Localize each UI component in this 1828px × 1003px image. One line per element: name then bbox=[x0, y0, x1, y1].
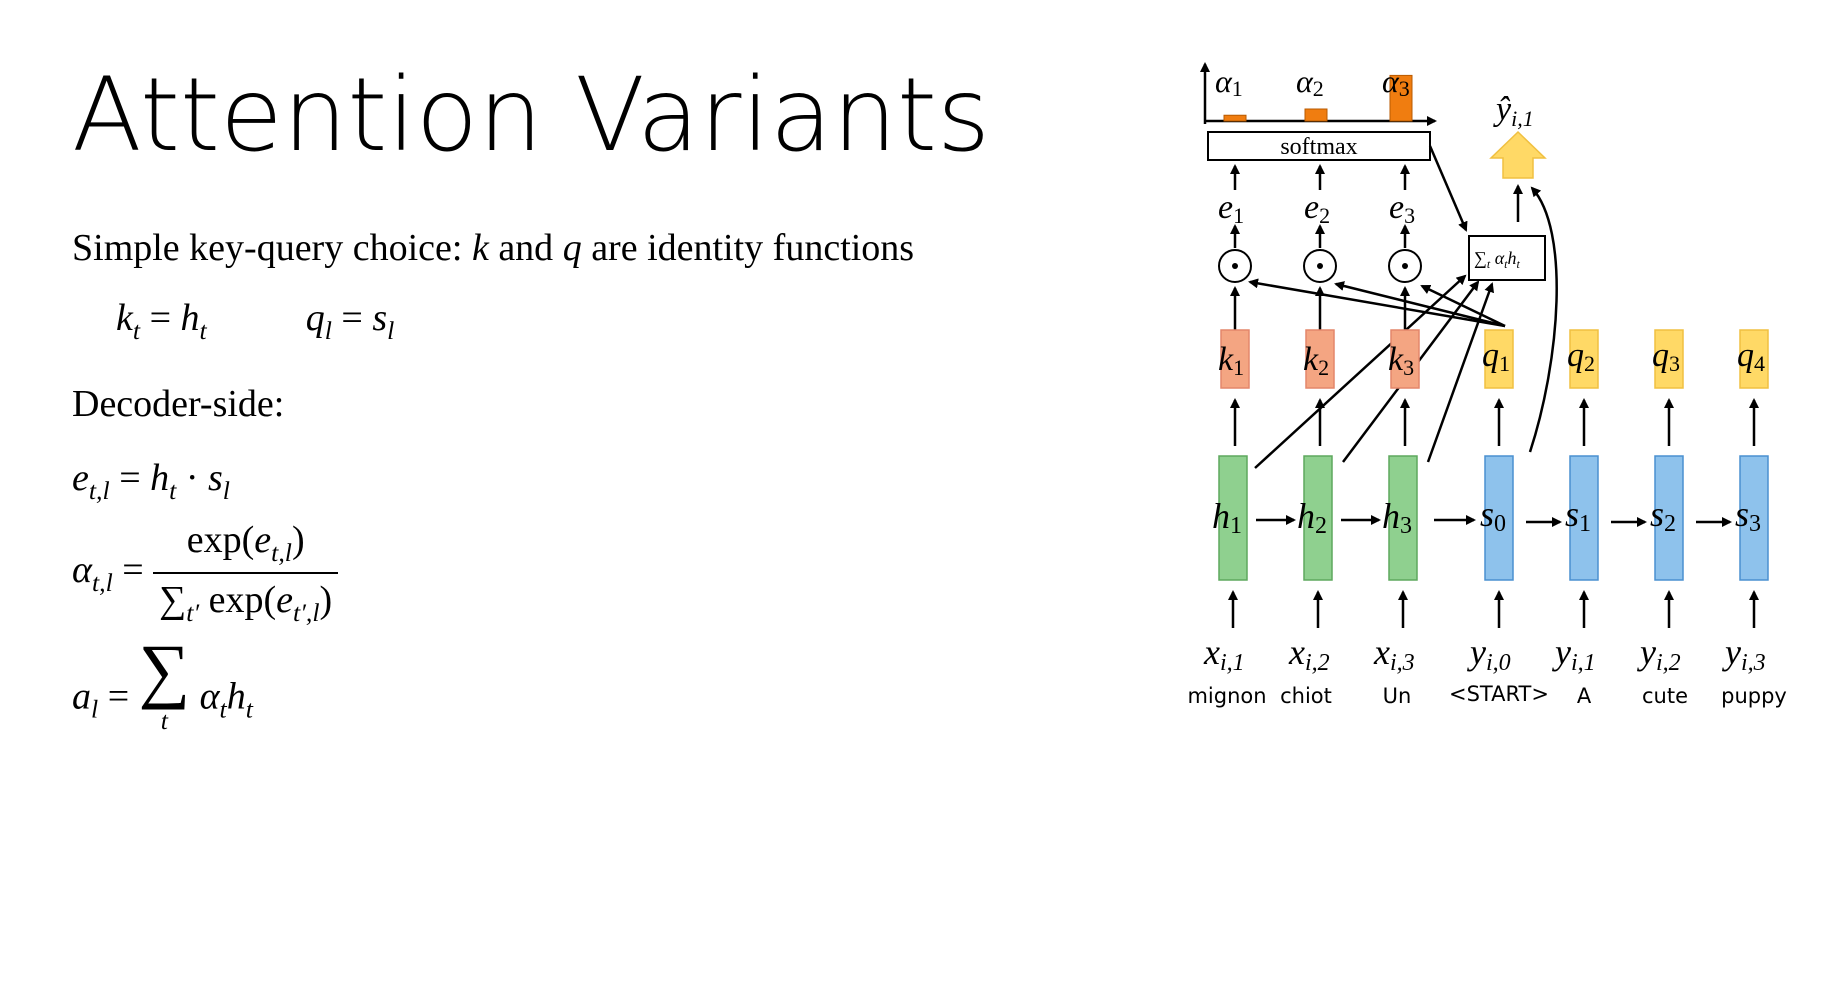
input-x-1: xi,1 bbox=[1203, 632, 1245, 676]
decoder-box-1 bbox=[1569, 455, 1599, 581]
softmax-equation: αt,l = exp(et,l) ∑t′ exp(et′,l) bbox=[72, 518, 339, 628]
key-label-3: k3 bbox=[1388, 341, 1414, 380]
query-box-1 bbox=[1484, 329, 1514, 389]
context-equation: al = ∑ t αtht bbox=[72, 630, 253, 736]
alpha-bar-2 bbox=[1304, 108, 1328, 122]
query-box-2 bbox=[1569, 329, 1599, 389]
decoder-word-1: A bbox=[1577, 684, 1592, 708]
decoder-word-3: puppy bbox=[1721, 684, 1787, 708]
score-equation: et,l = ht · sl bbox=[72, 457, 230, 506]
input-y-0: yi,0 bbox=[1467, 632, 1511, 676]
alpha-bar-3 bbox=[1389, 74, 1413, 122]
alpha-label-2: α2 bbox=[1296, 63, 1324, 101]
dot-product-3 bbox=[1388, 249, 1422, 283]
dot-product-1 bbox=[1218, 249, 1252, 283]
encoder-word-2: chiot bbox=[1280, 684, 1332, 708]
alpha-label-3: α3 bbox=[1382, 63, 1410, 101]
intro-line: Simple key-query choice: k and q are ide… bbox=[72, 226, 914, 270]
e-label-1: e1 bbox=[1218, 189, 1244, 228]
decoder-box-0 bbox=[1484, 455, 1514, 581]
decoder-word-0: <START> bbox=[1449, 682, 1549, 706]
decoder-side-label: Decoder-side: bbox=[72, 383, 285, 425]
alpha-bar-1 bbox=[1223, 114, 1247, 122]
query-box-4 bbox=[1739, 329, 1769, 389]
weighted-sum-box bbox=[1468, 235, 1546, 281]
encoder-word-1: mignon bbox=[1187, 684, 1266, 708]
key-box-2 bbox=[1305, 329, 1335, 389]
encoder-word-3: Un bbox=[1383, 684, 1412, 708]
decoder-box-3 bbox=[1739, 455, 1769, 581]
encoder-box-1 bbox=[1218, 455, 1248, 581]
input-x-3: xi,3 bbox=[1373, 632, 1415, 676]
decoder-word-2: cute bbox=[1642, 684, 1688, 708]
intro-rest: are identity functions bbox=[591, 227, 915, 269]
key-box-1 bbox=[1220, 329, 1250, 389]
input-x-2: xi,2 bbox=[1288, 632, 1330, 676]
intro-text: Simple key-query choice: bbox=[72, 227, 463, 269]
e-label-2: e2 bbox=[1304, 189, 1330, 228]
intro-and: and bbox=[498, 227, 554, 269]
alpha-label-1: α1 bbox=[1215, 63, 1243, 101]
softmax-box bbox=[1207, 131, 1431, 161]
alpha-bar-chart: α1 α2 α3 bbox=[1200, 62, 1437, 126]
input-y-3: yi,3 bbox=[1722, 632, 1766, 676]
intro-k: k bbox=[471, 227, 489, 269]
identity-equations: kt = ht ql = sl bbox=[116, 297, 395, 346]
encoder-box-2 bbox=[1303, 455, 1333, 581]
decoder-box-2 bbox=[1654, 455, 1684, 581]
slide-title: Attention Variants bbox=[72, 56, 991, 175]
softmax-label: softmax bbox=[1280, 134, 1357, 160]
key-box-3 bbox=[1390, 329, 1420, 389]
input-y-1: yi,1 bbox=[1552, 632, 1596, 676]
output-arrow bbox=[1489, 130, 1547, 179]
output-label: ŷi,1 bbox=[1493, 91, 1534, 131]
dot-product-2 bbox=[1303, 249, 1337, 283]
encoder-box-3 bbox=[1388, 455, 1418, 581]
query-box-3 bbox=[1654, 329, 1684, 389]
e-label-3: e3 bbox=[1389, 189, 1415, 228]
weighted-sum-label: ∑t αtht bbox=[1474, 248, 1520, 271]
input-y-2: yi,2 bbox=[1637, 632, 1681, 676]
intro-q: q bbox=[562, 227, 582, 269]
